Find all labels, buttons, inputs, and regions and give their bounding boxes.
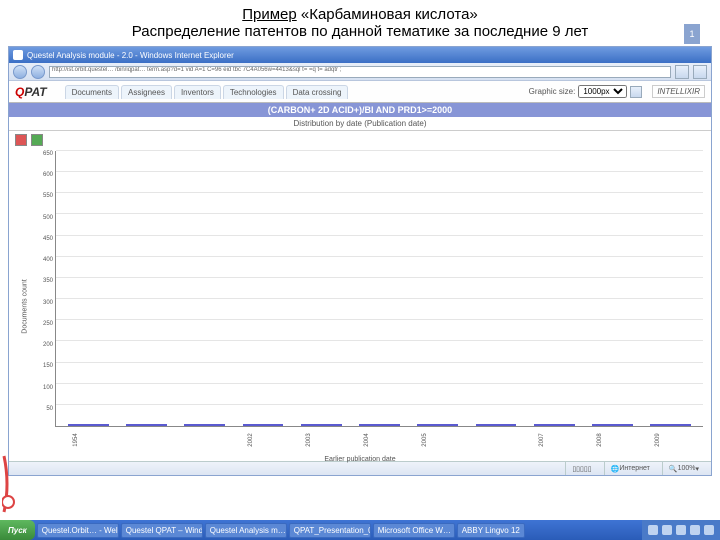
status-blocks: ▯▯▯▯▯: [565, 462, 597, 475]
ytick: 550: [43, 193, 53, 199]
chart-subheader: Distribution by date (Publication date): [9, 117, 711, 131]
tray-icon[interactable]: [690, 525, 700, 535]
slide-title: Пример «Карбаминовая кислота» Распределе…: [0, 0, 720, 44]
subtitle-right: за последние 9 лет: [450, 23, 588, 40]
window-title: Questel Analysis module - 2.0 - Windows …: [27, 51, 234, 60]
ytick: 150: [43, 363, 53, 369]
export-excel-icon[interactable]: [31, 134, 43, 146]
export-tools: [9, 131, 711, 149]
subtitle-left: Распределение патентов по данной тематик…: [132, 23, 450, 40]
forward-button[interactable]: [31, 65, 45, 79]
ytick: 300: [43, 300, 53, 306]
system-tray[interactable]: [642, 520, 720, 540]
x-axis-title: Earlier publication date: [17, 456, 703, 463]
ytick: 100: [43, 385, 53, 391]
y-axis-label: Documents count: [17, 151, 33, 461]
graphic-size-control: Graphic size: 1000px: [529, 85, 643, 98]
ytick: 600: [43, 172, 53, 178]
apply-size-button[interactable]: [630, 86, 642, 98]
taskbar-buttons: Questel.Orbit… - Welco…Questel QPAT – Wi…: [35, 523, 525, 538]
qpat-logo: QPAT: [15, 85, 47, 99]
browser-window: Questel Analysis module - 2.0 - Windows …: [8, 46, 712, 476]
ie-icon: [13, 50, 23, 60]
ytick: 50: [46, 406, 53, 412]
tab-inventors[interactable]: Inventors: [174, 85, 221, 99]
windows-taskbar[interactable]: Пуск Questel.Orbit… - Welco…Questel QPAT…: [0, 520, 720, 540]
ytick: 200: [43, 342, 53, 348]
taskbar-item[interactable]: Questel QPAT – Windo…: [121, 523, 203, 538]
taskbar-item[interactable]: Microsoft Office W…: [373, 523, 455, 538]
ytick: 450: [43, 236, 53, 242]
stop-button[interactable]: [693, 65, 707, 79]
title-prefix: Пример: [242, 6, 297, 23]
decorative-swoosh: [2, 454, 30, 514]
tray-icon[interactable]: [648, 525, 658, 535]
ytick: 400: [43, 257, 53, 263]
taskbar-item[interactable]: Questel Analysis m…: [205, 523, 287, 538]
ytick: 250: [43, 321, 53, 327]
tray-icon[interactable]: [662, 525, 672, 535]
graphic-size-label: Graphic size:: [529, 87, 576, 96]
ytick: 500: [43, 215, 53, 221]
tab-documents[interactable]: Documents: [65, 85, 119, 99]
bar-chart: Documents count 50 100 150 200 250 300 350 400 4…: [17, 151, 703, 461]
app-tabs: DocumentsAssigneesInventorsTechnologiesD…: [65, 85, 349, 99]
taskbar-item[interactable]: Questel.Orbit… - Welco…: [37, 523, 119, 538]
tab-technologies[interactable]: Technologies: [223, 85, 284, 99]
title-quote: «Карбаминовая кислота»: [297, 6, 478, 23]
address-bar: http://ist.orbit.questel… /bin/iqpat… te…: [9, 63, 711, 81]
back-button[interactable]: [13, 65, 27, 79]
query-bar: (CARBON+ 2D ACID+)/BI AND PRD1>=2000: [9, 103, 711, 117]
page-number: 1: [684, 24, 700, 44]
ytick: 650: [43, 151, 53, 157]
taskbar-item[interactable]: ABBY Lingvo 12: [457, 523, 525, 538]
tray-icon[interactable]: [676, 525, 686, 535]
start-button[interactable]: Пуск: [0, 520, 35, 540]
window-titlebar[interactable]: Questel Analysis module - 2.0 - Windows …: [9, 47, 711, 63]
tab-data-crossing[interactable]: Data crossing: [286, 85, 349, 99]
x-axis-labels: 19542002200320042005200720082009: [55, 429, 695, 451]
refresh-button[interactable]: [675, 65, 689, 79]
tab-assignees[interactable]: Assignees: [121, 85, 172, 99]
y-axis-ticks: 50 100 150 200 250 300 350 400 450 500 550 600 650: [33, 151, 55, 461]
tray-icon[interactable]: [704, 525, 714, 535]
export-pdf-icon[interactable]: [15, 134, 27, 146]
url-field[interactable]: http://ist.orbit.questel… /bin/iqpat… te…: [49, 66, 671, 78]
graphic-size-select[interactable]: 1000px: [578, 85, 627, 98]
app-header: QPAT DocumentsAssigneesInventorsTechnolo…: [9, 81, 711, 103]
taskbar-item[interactable]: QPAT_Presentation_0…: [289, 523, 371, 538]
intellixir-brand: INTELLIXIR: [652, 85, 705, 98]
ytick: 350: [43, 278, 53, 284]
plot-area: [55, 151, 703, 427]
